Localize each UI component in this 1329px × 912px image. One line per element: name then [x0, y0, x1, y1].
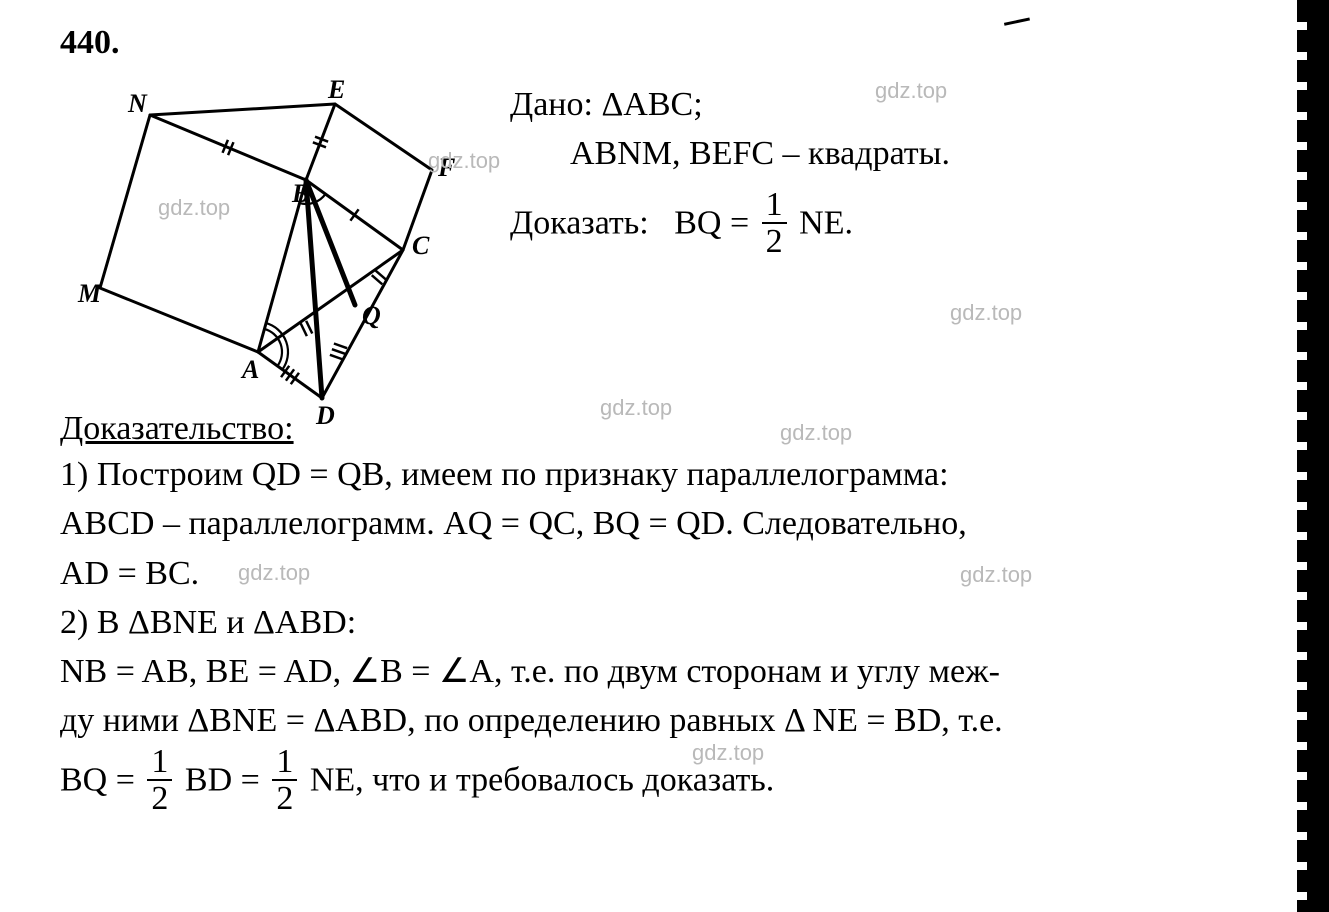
geometry-diagram: NEFBCMAQD	[60, 80, 480, 400]
svg-text:A: A	[240, 355, 259, 384]
svg-text:M: M	[77, 279, 102, 308]
given-label: Дано:	[510, 86, 593, 123]
proof-step2c: ду ними ΔBNE = ΔABD, по определению равн…	[60, 696, 1289, 745]
proof-step1b: ABCD – параллелограмм. AQ = QC, BQ = QD.…	[60, 499, 1289, 548]
frac-num: 1	[272, 744, 297, 782]
svg-text:Q: Q	[362, 301, 381, 330]
proof-step1a: 1) Построим QD = QB, имеем по признаку п…	[60, 450, 1289, 499]
prove-fraction: 1 2	[762, 187, 787, 260]
final-rhs: NE, что и требовалось доказать.	[310, 761, 775, 798]
scan-edge-artifact	[1307, 0, 1329, 912]
svg-text:B: B	[291, 179, 309, 208]
svg-text:N: N	[127, 89, 148, 118]
given-block: Дано: ΔABC; ABNM, BEFC – квадраты. Доказ…	[510, 80, 1289, 262]
proof-step2-final: BQ = 1 2 BD = 1 2 NE, что и требовалось …	[60, 746, 1289, 819]
svg-text:D: D	[315, 401, 335, 430]
frac-den: 2	[272, 781, 297, 817]
frac-num: 1	[147, 744, 172, 782]
frac-num: 1	[762, 187, 787, 225]
proof-step2b: NB = AB, BE = AD, ∠B = ∠A, т.е. по двум …	[60, 647, 1289, 696]
proof-body: 1) Построим QD = QB, имеем по признаку п…	[60, 450, 1289, 819]
final-lhs: BQ =	[60, 761, 135, 798]
given-squares: ABNM, BEFC – квадраты.	[570, 135, 950, 172]
prove-rhs: NE.	[799, 204, 853, 241]
svg-text:C: C	[412, 231, 430, 260]
proof-step1c: AD = BC.	[60, 549, 1289, 598]
problem-number: 440.	[60, 24, 1289, 62]
svg-text:E: E	[327, 80, 345, 104]
final-frac1: 1 2	[147, 744, 172, 817]
frac-den: 2	[147, 781, 172, 817]
prove-label: Доказать:	[510, 204, 649, 241]
final-mid: BD =	[185, 761, 260, 798]
final-frac2: 1 2	[272, 744, 297, 817]
frac-den: 2	[762, 224, 787, 260]
proof-step2a: 2) В ΔBNE и ΔABD:	[60, 598, 1289, 647]
given-triangle: ΔABC;	[601, 86, 702, 123]
svg-text:F: F	[437, 153, 455, 182]
prove-lhs: BQ =	[674, 204, 749, 241]
